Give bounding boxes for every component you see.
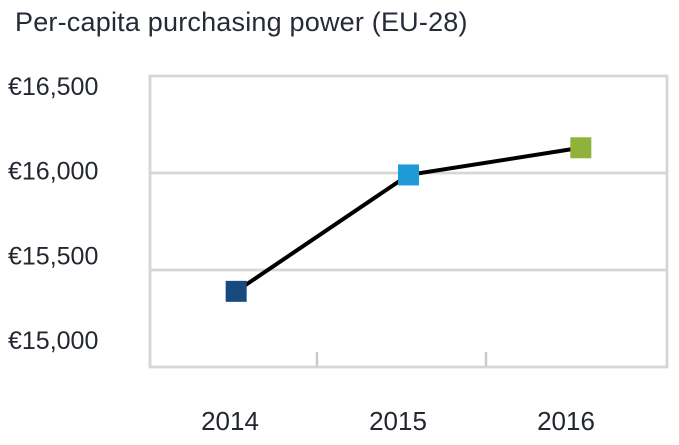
data-point-2015 — [398, 164, 419, 186]
x-axis-label: 2015 — [369, 406, 427, 436]
y-axis-label: €16,000 — [8, 158, 98, 186]
chart-title: Per-capita purchasing power (EU-28) — [15, 7, 468, 37]
data-point-2016 — [570, 137, 592, 159]
y-axis-label: €15,500 — [8, 242, 98, 270]
y-axis-label: €15,000 — [8, 327, 98, 355]
data-point-2014 — [225, 280, 247, 302]
x-axis-label: 2016 — [537, 406, 595, 436]
x-axis-label: 2014 — [201, 406, 259, 436]
y-axis-label: €16,500 — [8, 73, 98, 101]
